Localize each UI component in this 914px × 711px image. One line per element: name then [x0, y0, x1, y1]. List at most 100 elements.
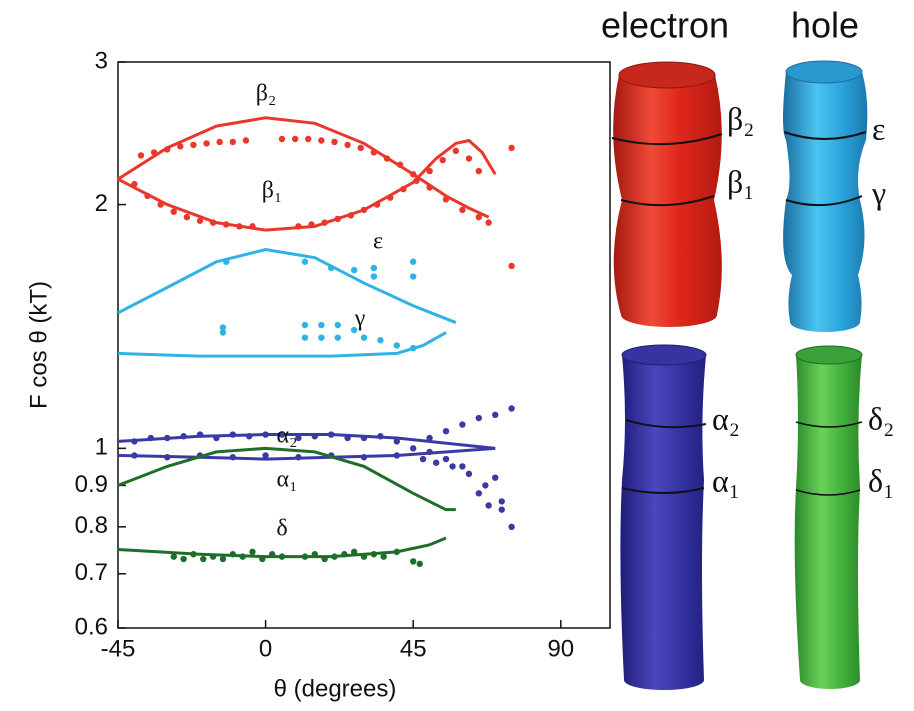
- data-point: [302, 322, 308, 328]
- data-point: [476, 415, 482, 421]
- data-point: [302, 334, 308, 340]
- orbit-annotation: γ: [354, 306, 366, 332]
- orbit-annotation: ε: [373, 229, 383, 255]
- orbit-label: α₂: [712, 400, 740, 436]
- x-tick-label: 90: [547, 635, 574, 662]
- data-point: [305, 136, 311, 142]
- x-axis-label: θ (degrees): [274, 675, 397, 702]
- orbit-label: δ₁: [868, 462, 894, 498]
- data-point: [508, 524, 514, 530]
- data-point: [190, 142, 196, 148]
- orbit-label: β₂: [727, 100, 754, 136]
- data-point: [371, 273, 377, 279]
- data-point: [476, 168, 482, 174]
- y-tick-label: 0.8: [75, 512, 108, 539]
- data-point: [410, 445, 416, 451]
- data-point: [508, 405, 514, 411]
- data-point: [508, 263, 514, 269]
- data-point: [433, 460, 439, 466]
- data-point: [443, 428, 449, 434]
- data-point: [171, 208, 177, 214]
- data-point: [249, 549, 255, 555]
- data-point: [220, 329, 226, 335]
- data-point: [200, 556, 206, 562]
- data-point: [492, 412, 498, 418]
- data-point: [358, 145, 364, 151]
- orbit-label: δ₂: [868, 400, 894, 436]
- y-tick-label: 3: [95, 47, 108, 74]
- cylinder-top: [796, 346, 862, 364]
- hole-header: hole: [791, 5, 859, 46]
- data-point: [203, 140, 209, 146]
- y-tick-label: 0.7: [75, 559, 108, 586]
- data-point: [180, 556, 186, 562]
- data-point: [440, 157, 446, 163]
- data-point: [335, 334, 341, 340]
- orbit-annotation: β₂: [256, 81, 277, 107]
- data-point: [216, 139, 222, 145]
- data-point: [410, 273, 416, 279]
- x-tick-label: -45: [101, 635, 136, 662]
- data-point: [508, 145, 514, 151]
- data-point: [377, 337, 383, 343]
- electron-header: electron: [601, 5, 729, 46]
- data-point: [482, 482, 488, 488]
- data-point: [476, 490, 482, 496]
- data-point: [351, 267, 357, 273]
- page: θ (degrees) F cos θ (kT) 3210.90.80.70.6…: [0, 0, 914, 711]
- data-point: [138, 152, 144, 158]
- data-point: [459, 207, 465, 213]
- data-point: [220, 556, 226, 562]
- fit-curve: [118, 140, 495, 230]
- data-point: [499, 506, 505, 512]
- x-tick-label: 0: [259, 635, 272, 662]
- data-point: [292, 136, 298, 142]
- data-point: [410, 259, 416, 265]
- figure: θ (degrees) F cos θ (kT) 3210.90.80.70.6…: [0, 0, 914, 711]
- y-axis-label: F cos θ (kT): [25, 281, 52, 409]
- data-point: [361, 334, 367, 340]
- data-point: [318, 137, 324, 143]
- data-point: [485, 219, 491, 225]
- orbit-label: β₁: [727, 163, 754, 199]
- y-tick-label: 1: [95, 434, 108, 461]
- data-point: [243, 137, 249, 143]
- electron-cylinder: [620, 355, 706, 690]
- data-point: [466, 471, 472, 477]
- data-point: [171, 553, 177, 559]
- data-point: [410, 558, 416, 564]
- data-point: [394, 342, 400, 348]
- cylinder-top: [786, 61, 862, 83]
- data-point: [443, 456, 449, 462]
- fit-curve: [118, 118, 489, 217]
- data-point: [420, 456, 426, 462]
- fit-curve: [118, 435, 495, 449]
- data-point: [335, 322, 341, 328]
- data-point: [453, 148, 459, 154]
- data-point: [371, 265, 377, 271]
- data-point: [318, 322, 324, 328]
- data-point: [459, 463, 465, 469]
- data-point: [302, 259, 308, 265]
- data-point: [466, 155, 472, 161]
- cylinder-top: [619, 62, 715, 88]
- illustration: electron hole β₂ β₁ ε γ α₂ α₁ δ₂ δ₁: [601, 5, 894, 690]
- orbit-label: α₁: [712, 462, 740, 498]
- y-tick-label: 0.9: [75, 471, 108, 498]
- data-point: [279, 136, 285, 142]
- data-point: [417, 561, 423, 567]
- orbit-label: ε: [872, 110, 885, 146]
- data-point: [184, 214, 190, 220]
- data-point: [449, 463, 455, 469]
- orbit-label: γ: [871, 174, 886, 210]
- orbit-annotation: δ: [276, 516, 287, 542]
- plot: 3210.90.80.70.6-4504590β₂β₁εγα₂α₁δ: [75, 47, 575, 662]
- data-point: [331, 139, 337, 145]
- orbit-annotation: α₁: [277, 467, 298, 493]
- data-point: [344, 142, 350, 148]
- data-point: [499, 498, 505, 504]
- orbit-annotation: β₁: [262, 178, 283, 204]
- data-point: [492, 474, 498, 480]
- x-tick-label: 45: [400, 635, 427, 662]
- data-point: [485, 502, 491, 508]
